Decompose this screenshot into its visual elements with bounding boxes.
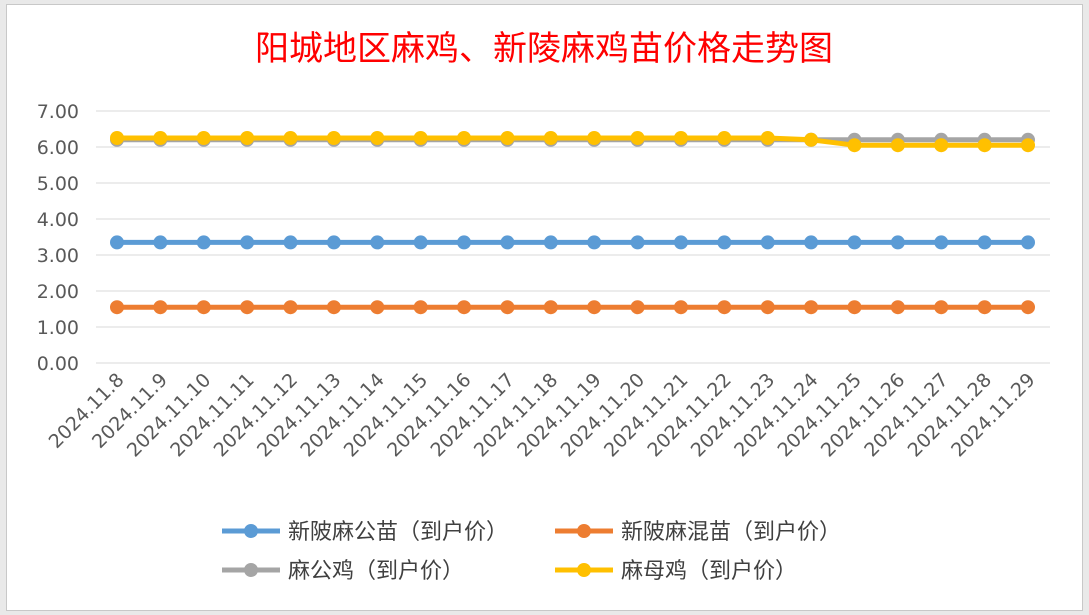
- data-point: [283, 235, 298, 250]
- data-point: [240, 131, 255, 145]
- data-point: [934, 235, 949, 250]
- data-point: [196, 235, 211, 250]
- data-point: [934, 138, 949, 153]
- data-point: [370, 300, 385, 315]
- data-point: [673, 235, 688, 250]
- data-point: [196, 131, 211, 145]
- data-point: [326, 300, 341, 315]
- data-point: [457, 300, 472, 315]
- data-point: [977, 235, 992, 250]
- legend-item: 麻公鸡（到户价）: [222, 559, 464, 584]
- data-point: [543, 131, 558, 145]
- chart-title: 阳城地区麻鸡、新陵麻鸡苗价格走势图: [255, 29, 833, 69]
- data-point: [977, 300, 992, 315]
- data-point: [196, 300, 211, 315]
- data-point: [847, 138, 862, 153]
- data-point: [326, 235, 341, 250]
- data-point: [890, 300, 905, 315]
- data-point: [240, 235, 255, 250]
- legend-swatch-marker: [244, 563, 258, 577]
- data-point: [153, 235, 168, 250]
- data-point: [890, 235, 905, 250]
- data-point: [413, 235, 428, 250]
- legend-swatch-marker: [577, 524, 591, 538]
- data-point: [283, 131, 298, 145]
- series-4: [110, 131, 1035, 153]
- data-point: [543, 235, 558, 250]
- data-point: [500, 300, 515, 315]
- series-2: [110, 300, 1035, 315]
- data-point: [760, 300, 775, 315]
- legend-swatch-marker: [577, 563, 591, 577]
- data-point: [153, 300, 168, 315]
- data-point: [847, 235, 862, 250]
- y-tick-label: 0.00: [37, 353, 79, 375]
- data-point: [587, 131, 602, 145]
- series-1: [110, 235, 1035, 250]
- y-tick-label: 4.00: [37, 209, 79, 231]
- data-point: [110, 131, 124, 145]
- data-point: [283, 300, 298, 315]
- x-axis: 2024.11.82024.11.92024.11.102024.11.1120…: [45, 369, 1040, 461]
- y-tick-label: 6.00: [37, 137, 79, 159]
- legend-label: 麻公鸡（到户价）: [288, 559, 464, 584]
- data-point: [413, 300, 428, 315]
- y-tick-label: 5.00: [37, 173, 79, 195]
- data-point: [804, 132, 819, 147]
- data-point: [457, 235, 472, 250]
- data-point: [1021, 235, 1035, 250]
- data-point: [370, 131, 385, 145]
- series-group: [110, 131, 1035, 315]
- legend-item: 麻母鸡（到户价）: [555, 559, 797, 584]
- legend-label: 新陂麻混苗（到户价）: [621, 520, 841, 545]
- data-point: [413, 131, 428, 145]
- data-point: [804, 300, 819, 315]
- data-point: [587, 300, 602, 315]
- y-tick-label: 7.00: [37, 101, 79, 123]
- y-axis: 7.00 6.00 5.00 4.00 3.00 2.00 1.00 0.00: [37, 101, 79, 375]
- data-point: [673, 131, 688, 145]
- data-point: [760, 235, 775, 250]
- data-point: [457, 131, 472, 145]
- data-point: [543, 300, 558, 315]
- data-point: [977, 138, 992, 153]
- data-point: [717, 300, 732, 315]
- data-point: [587, 235, 602, 250]
- data-point: [110, 300, 124, 315]
- data-point: [890, 138, 905, 153]
- data-point: [717, 131, 732, 145]
- gridlines: [96, 110, 1050, 364]
- y-tick-label: 2.00: [37, 281, 79, 303]
- data-point: [240, 300, 255, 315]
- y-tick-label: 3.00: [37, 245, 79, 267]
- data-point: [630, 235, 645, 250]
- data-point: [804, 235, 819, 250]
- legend: 新陂麻公苗（到户价） 新陂麻混苗（到户价） 麻公鸡（到户价） 麻母鸡（到户价）: [222, 520, 841, 584]
- data-point: [326, 131, 341, 145]
- data-point: [1021, 138, 1035, 153]
- data-point: [717, 235, 732, 250]
- legend-item: 新陂麻公苗（到户价）: [222, 520, 508, 545]
- data-point: [500, 131, 515, 145]
- legend-label: 新陂麻公苗（到户价）: [288, 520, 508, 545]
- legend-swatch-marker: [244, 524, 258, 538]
- data-point: [760, 131, 775, 145]
- legend-label: 麻母鸡（到户价）: [621, 559, 797, 584]
- data-point: [630, 300, 645, 315]
- data-point: [673, 300, 688, 315]
- series-line: [117, 135, 1028, 148]
- data-point: [847, 300, 862, 315]
- data-point: [630, 131, 645, 145]
- data-point: [1021, 300, 1035, 315]
- data-point: [370, 235, 385, 250]
- data-point: [153, 131, 168, 145]
- y-tick-label: 1.00: [37, 317, 79, 339]
- legend-item: 新陂麻混苗（到户价）: [555, 520, 841, 545]
- data-point: [934, 300, 949, 315]
- data-point: [500, 235, 515, 250]
- data-point: [110, 235, 124, 250]
